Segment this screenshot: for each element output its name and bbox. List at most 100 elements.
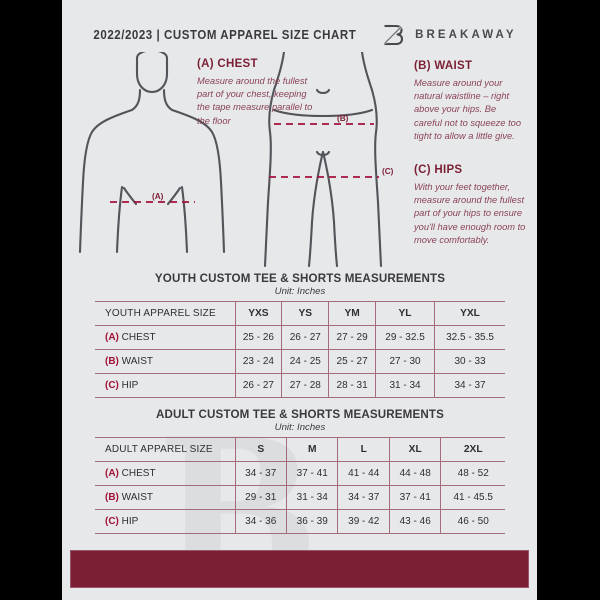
table-row: (A) CHEST 25 - 26 26 - 27 27 - 29 29 - 3…: [95, 325, 505, 350]
page-title: 2022/2023 | CUSTOM APPAREL SIZE CHART: [93, 28, 357, 42]
table-cell: 37 - 41: [388, 485, 441, 510]
table-cell: 43 - 46: [388, 509, 441, 534]
column-header: YM: [328, 301, 376, 326]
row-name: CHEST: [121, 332, 156, 343]
body-figures-illustration: [78, 52, 383, 268]
row-tag: (A): [105, 332, 119, 343]
table-cell: 29 - 31: [234, 485, 287, 510]
row-tag: (C): [105, 516, 119, 527]
column-header: 2XL: [440, 437, 505, 462]
table-cell: 25 - 27: [328, 349, 376, 374]
table-cell: 34 - 37: [337, 485, 390, 510]
table-cell: 32.5 - 35.5: [434, 325, 505, 350]
table-cell: 25 - 26: [234, 325, 282, 350]
table-cell: 34 - 37: [234, 461, 287, 486]
hips-marker-label: (C): [382, 167, 394, 176]
row-name: HIP: [121, 516, 139, 527]
breakaway-b-monogram-icon: [384, 24, 404, 46]
row-name: WAIST: [121, 356, 153, 367]
row-label: (A) CHEST: [95, 462, 235, 486]
table-cell: 28 - 31: [328, 373, 376, 398]
hip-curve: [272, 108, 374, 118]
table-cell: 26 - 27: [234, 373, 282, 398]
youth-table-unit: Unit: Inches: [274, 286, 326, 297]
row-name: WAIST: [121, 492, 153, 503]
row-label: (A) CHEST: [95, 326, 235, 350]
hips-callout-text: With your feet together, measure around …: [414, 182, 526, 245]
page-header: 2022/2023 | CUSTOM APPAREL SIZE CHART BR…: [62, 20, 537, 50]
chest-marker-label: (A): [152, 192, 164, 201]
column-header: YXS: [234, 301, 282, 326]
youth-table-block: YOUTH CUSTOM TEE & SHORTS MEASUREMENTS U…: [95, 272, 505, 398]
footer-band: [70, 550, 529, 588]
column-header: L: [337, 437, 390, 462]
table-header-row: YOUTH APPAREL SIZE YXS YS YM YL YXL: [95, 301, 505, 326]
table-row: (B) WAIST 29 - 31 31 - 34 34 - 37 37 - 4…: [95, 485, 505, 510]
row-label: (C) HIP: [95, 374, 235, 398]
chest-callout: (A) CHEST Measure around the fullest par…: [197, 58, 315, 128]
row-tag: (C): [105, 380, 119, 391]
table-cell: 36 - 39: [285, 509, 338, 534]
table-cell: 44 - 48: [388, 461, 441, 486]
column-header: M: [285, 437, 338, 462]
youth-table-title: YOUTH CUSTOM TEE & SHORTS MEASUREMENTS: [154, 272, 446, 285]
brand-logo: BREAKAWAY: [382, 22, 517, 48]
row-tag: (B): [105, 492, 119, 503]
table-cell: 27 - 28: [281, 373, 329, 398]
navel-mark: [315, 88, 331, 95]
column-header: XL: [388, 437, 441, 462]
adult-table-unit: Unit: Inches: [274, 422, 326, 433]
row-tag: (A): [105, 468, 119, 479]
table-cell: 26 - 27: [281, 325, 329, 350]
table-cell: 39 - 42: [337, 509, 390, 534]
waist-callout: (B) WAIST Measure around your natural wa…: [414, 60, 526, 143]
table-cell: 31 - 34: [375, 373, 435, 398]
table-cell: 46 - 50: [440, 509, 505, 534]
row-label: (B) WAIST: [95, 350, 235, 374]
chest-callout-heading: (A) CHEST: [197, 58, 258, 70]
table-cell: 34 - 36: [234, 509, 287, 534]
table-cell: 48 - 52: [440, 461, 505, 486]
size-chart-page: B 2022/2023 | CUSTOM APPAREL SIZE CHART …: [62, 0, 537, 600]
table-row: (C) HIP 34 - 36 36 - 39 39 - 42 43 - 46 …: [95, 509, 505, 534]
table-cell: 31 - 34: [285, 485, 338, 510]
row-name: CHEST: [121, 468, 156, 479]
table-cell: 23 - 24: [234, 349, 282, 374]
table-header-row: ADULT APPAREL SIZE S M L XL 2XL: [95, 437, 505, 462]
adult-table-block: ADULT CUSTOM TEE & SHORTS MEASUREMENTS U…: [95, 408, 505, 534]
row-name: HIP: [121, 380, 139, 391]
measurement-diagram: (A) (B) (C) (A) CHEST Measure around the…: [62, 52, 537, 270]
table-row: (B) WAIST 23 - 24 24 - 25 25 - 27 27 - 3…: [95, 349, 505, 374]
column-header: S: [234, 437, 287, 462]
adult-size-table: ADULT APPAREL SIZE S M L XL 2XL (A) CHES…: [95, 437, 505, 534]
table-row: (A) CHEST 34 - 37 37 - 41 41 - 44 44 - 4…: [95, 461, 505, 486]
table-cell: 30 - 33: [434, 349, 505, 374]
row-label: (C) HIP: [95, 510, 235, 534]
row-tag: (B): [105, 356, 119, 367]
table-cell: 27 - 30: [375, 349, 435, 374]
waist-callout-heading: (B) WAIST: [414, 60, 473, 72]
column-header: YXL: [434, 301, 505, 326]
youth-size-table: YOUTH APPAREL SIZE YXS YS YM YL YXL (A) …: [95, 301, 505, 398]
adult-size-header: ADULT APPAREL SIZE: [105, 444, 213, 455]
chest-callout-text: Measure around the fullest part of your …: [197, 76, 313, 126]
table-cell: 34 - 37: [434, 373, 505, 398]
hips-callout-heading: (C) HIPS: [414, 164, 463, 176]
table-cell: 27 - 29: [328, 325, 376, 350]
waist-marker-label: (B): [337, 114, 349, 123]
table-cell: 37 - 41: [285, 461, 338, 486]
adult-table-title: ADULT CUSTOM TEE & SHORTS MEASUREMENTS: [155, 408, 445, 421]
table-cell: 29 - 32.5: [375, 325, 435, 350]
waist-callout-text: Measure around your natural waistline – …: [414, 78, 521, 141]
youth-size-header: YOUTH APPAREL SIZE: [105, 308, 216, 319]
row-label: (B) WAIST: [95, 486, 235, 510]
column-header: YL: [375, 301, 435, 326]
head-shape: [135, 52, 169, 94]
brand-name: BREAKAWAY: [415, 29, 517, 41]
table-cell: 41 - 45.5: [440, 485, 505, 510]
table-row: (C) HIP 26 - 27 27 - 28 28 - 31 31 - 34 …: [95, 373, 505, 398]
column-header: YS: [281, 301, 329, 326]
table-cell: 24 - 25: [281, 349, 329, 374]
hips-callout: (C) HIPS With your feet together, measur…: [414, 164, 530, 247]
table-cell: 41 - 44: [337, 461, 390, 486]
